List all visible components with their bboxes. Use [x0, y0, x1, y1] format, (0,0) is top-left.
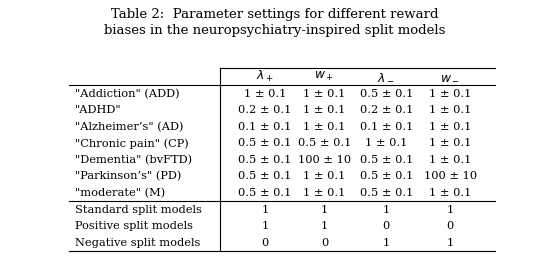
Text: 0.5 ± 0.1: 0.5 ± 0.1 — [238, 138, 292, 148]
Text: 0: 0 — [261, 238, 268, 248]
Text: $\lambda_+$: $\lambda_+$ — [256, 69, 274, 84]
Text: $w_+$: $w_+$ — [315, 70, 334, 83]
Text: Standard split models: Standard split models — [75, 205, 202, 215]
Text: 1: 1 — [321, 205, 328, 215]
Text: 0.2 ± 0.1: 0.2 ± 0.1 — [238, 105, 292, 115]
Text: 0.5 ± 0.1: 0.5 ± 0.1 — [360, 171, 413, 181]
Text: 100 ± 10: 100 ± 10 — [424, 171, 477, 181]
Text: 1 ± 0.1: 1 ± 0.1 — [429, 138, 471, 148]
Text: 1: 1 — [261, 205, 268, 215]
Text: 1 ± 0.1: 1 ± 0.1 — [303, 171, 346, 181]
Text: 0.1 ± 0.1: 0.1 ± 0.1 — [238, 122, 292, 132]
Text: 1 ± 0.1: 1 ± 0.1 — [429, 89, 471, 99]
Text: 0.5 ± 0.1: 0.5 ± 0.1 — [360, 89, 413, 99]
Text: 0.5 ± 0.1: 0.5 ± 0.1 — [238, 171, 292, 181]
Text: $w_-$: $w_-$ — [441, 70, 460, 83]
Text: "Parkinson’s" (PD): "Parkinson’s" (PD) — [75, 171, 182, 182]
Text: 0.5 ± 0.1: 0.5 ± 0.1 — [238, 155, 292, 165]
Text: 1: 1 — [321, 221, 328, 231]
Text: 1 ± 0.1: 1 ± 0.1 — [303, 105, 346, 115]
Text: "moderate" (M): "moderate" (M) — [75, 188, 166, 198]
Text: 0.1 ± 0.1: 0.1 ± 0.1 — [360, 122, 413, 132]
Text: "Addiction" (ADD): "Addiction" (ADD) — [75, 89, 180, 99]
Text: 0: 0 — [383, 221, 390, 231]
Text: 0: 0 — [321, 238, 328, 248]
Text: 1 ± 0.1: 1 ± 0.1 — [303, 122, 346, 132]
Text: 1: 1 — [383, 238, 390, 248]
Text: 1 ± 0.1: 1 ± 0.1 — [244, 89, 286, 99]
Text: 1 ± 0.1: 1 ± 0.1 — [303, 188, 346, 198]
Text: 0.5 ± 0.1: 0.5 ± 0.1 — [360, 155, 413, 165]
Text: 1 ± 0.1: 1 ± 0.1 — [429, 188, 471, 198]
Text: 1 ± 0.1: 1 ± 0.1 — [429, 155, 471, 165]
Text: 100 ± 10: 100 ± 10 — [298, 155, 351, 165]
Text: 1 ± 0.1: 1 ± 0.1 — [365, 138, 408, 148]
Text: 1: 1 — [447, 238, 454, 248]
Text: "Chronic pain" (CP): "Chronic pain" (CP) — [75, 138, 189, 149]
Text: 1 ± 0.1: 1 ± 0.1 — [429, 105, 471, 115]
Text: Positive split models: Positive split models — [75, 221, 193, 231]
Text: "Alzheimer’s" (AD): "Alzheimer’s" (AD) — [75, 122, 184, 132]
Text: $\lambda_-$: $\lambda_-$ — [377, 70, 395, 83]
Text: 1 ± 0.1: 1 ± 0.1 — [429, 122, 471, 132]
Text: "Dementia" (bvFTD): "Dementia" (bvFTD) — [75, 155, 192, 165]
Text: 1 ± 0.1: 1 ± 0.1 — [303, 89, 346, 99]
Text: 1: 1 — [383, 205, 390, 215]
Text: 1: 1 — [261, 221, 268, 231]
Text: 0.5 ± 0.1: 0.5 ± 0.1 — [298, 138, 351, 148]
Text: 1: 1 — [447, 205, 454, 215]
Text: "ADHD": "ADHD" — [75, 105, 122, 115]
Text: Negative split models: Negative split models — [75, 238, 201, 248]
Text: 0.2 ± 0.1: 0.2 ± 0.1 — [360, 105, 413, 115]
Text: Table 2:  Parameter settings for different reward
biases in the neuropsychiatry-: Table 2: Parameter settings for differen… — [104, 8, 446, 37]
Text: 0: 0 — [447, 221, 454, 231]
Text: 0.5 ± 0.1: 0.5 ± 0.1 — [238, 188, 292, 198]
Text: 0.5 ± 0.1: 0.5 ± 0.1 — [360, 188, 413, 198]
